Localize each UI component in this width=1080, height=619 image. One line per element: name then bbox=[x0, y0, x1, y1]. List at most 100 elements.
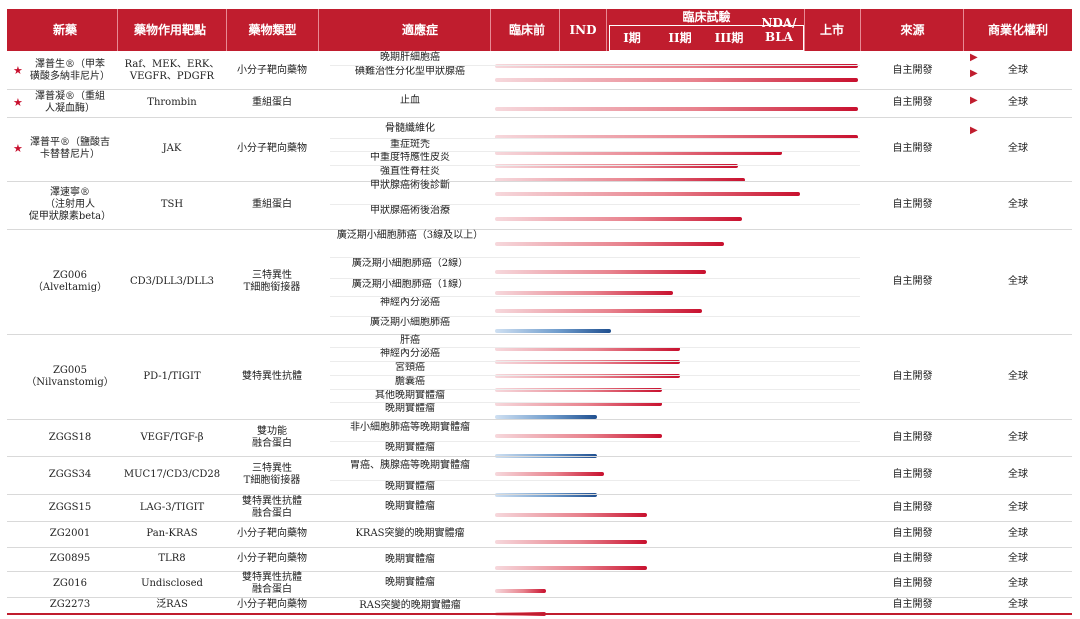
drug-target-line: PD-1/TIGIT bbox=[143, 370, 201, 382]
progress-bar bbox=[495, 242, 724, 246]
drug-type-line: 三特異性 bbox=[252, 463, 292, 474]
drug-name-line: ZG0895 bbox=[49, 553, 91, 564]
drug-target-line: VEGFR、PDGFR bbox=[129, 70, 215, 82]
col-phase2: II期 bbox=[668, 31, 692, 45]
progress-bar bbox=[495, 566, 647, 570]
drug-source: 自主開發 bbox=[892, 431, 933, 443]
drug-rights: 全球 bbox=[1008, 370, 1028, 382]
indication-label: 晚期實體瘤 bbox=[385, 403, 435, 414]
drug-rights: 全球 bbox=[1008, 431, 1028, 443]
drug-rights: 全球 bbox=[1008, 275, 1028, 287]
indication-label: 非小細胞肺癌等晚期實體瘤 bbox=[350, 422, 470, 433]
drug-name: ZG2001 bbox=[18, 528, 122, 540]
drug-rights: 全球 bbox=[1008, 469, 1028, 480]
drug-name: 澤普平®（鹽酸吉 卡替替尼片） bbox=[18, 137, 122, 161]
header-divider bbox=[804, 9, 805, 51]
drug-type-line: 融合蛋白 bbox=[252, 437, 292, 449]
drug-name: ZG0895 bbox=[18, 553, 122, 565]
indication-label: 晚期實體瘤 bbox=[385, 554, 435, 565]
drug-type: 三特異性 T細胞銜接器 bbox=[226, 463, 318, 487]
drug-target: PD-1/TIGIT bbox=[118, 371, 226, 383]
drug-target-line: VEGF/TGF-β bbox=[140, 431, 204, 443]
indication-separator bbox=[330, 316, 860, 317]
progress-bar bbox=[495, 64, 858, 68]
drug-target: Thrombin bbox=[118, 97, 226, 109]
drug-target: Raf、MEK、ERK、 VEGFR、PDGFR bbox=[118, 59, 226, 83]
row-separator bbox=[7, 597, 1072, 598]
progress-bar bbox=[495, 360, 680, 364]
drug-type-line: T細胞銜接器 bbox=[243, 281, 301, 293]
drug-type: 小分子靶向藥物 bbox=[226, 143, 318, 155]
row-separator bbox=[7, 494, 1072, 495]
indication-label: 廣泛期小細胞肺癌 bbox=[370, 317, 450, 328]
drug-type-line: 小分子靶向藥物 bbox=[237, 64, 307, 76]
drug-rights: 全球 bbox=[1008, 578, 1028, 589]
col-rights: 商業化權利 bbox=[987, 23, 1048, 37]
drug-target-line: 泛RAS bbox=[156, 599, 188, 610]
drug-target: JAK bbox=[118, 143, 226, 155]
progress-bar bbox=[495, 434, 662, 438]
col-market: 上市 bbox=[819, 23, 844, 37]
drug-rights: 全球 bbox=[1008, 199, 1028, 210]
header-divider bbox=[226, 9, 227, 51]
drug-name-line: ZG006 bbox=[52, 269, 88, 281]
drug-name: ZGGS15 bbox=[18, 502, 122, 514]
progress-bar bbox=[495, 107, 858, 111]
progress-bar bbox=[495, 329, 611, 333]
indication-label: 止血 bbox=[400, 95, 420, 106]
indication-label: RAS突變的晚期實體瘤 bbox=[359, 600, 461, 611]
row-separator bbox=[7, 229, 1072, 230]
drug-target: LAG-3/TIGIT bbox=[118, 502, 226, 514]
indication-separator bbox=[330, 151, 860, 152]
drug-target: MUC17/CD3/CD28 bbox=[118, 469, 226, 481]
drug-name: ZG006 （Alveltamig） bbox=[18, 270, 122, 294]
progress-bar bbox=[495, 164, 738, 168]
progress-bar bbox=[495, 415, 597, 419]
col-nda: NDA/ bbox=[761, 16, 797, 30]
drug-rights: 全球 bbox=[1008, 97, 1028, 108]
drug-target: Pan-KRAS bbox=[118, 528, 226, 540]
row-separator bbox=[7, 181, 1072, 182]
drug-name-line: ZGGS34 bbox=[48, 469, 92, 480]
header-divider bbox=[117, 9, 118, 51]
drug-type-line: 小分子靶向藥物 bbox=[237, 553, 307, 564]
progress-bar bbox=[495, 151, 782, 155]
progress-bar bbox=[495, 472, 604, 476]
progress-bar bbox=[495, 178, 745, 182]
drug-rights: 全球 bbox=[1008, 64, 1028, 76]
drug-target-line: Thrombin bbox=[147, 97, 197, 108]
drug-type-line: 三特異性 bbox=[252, 269, 292, 281]
progress-bar bbox=[495, 402, 662, 406]
header-divider bbox=[963, 9, 964, 51]
indication-separator bbox=[330, 375, 860, 376]
progress-bar bbox=[495, 135, 858, 139]
drug-target: VEGF/TGF-β bbox=[118, 432, 226, 444]
drug-type-line: 小分子靶向藥物 bbox=[237, 528, 307, 539]
drug-name-line: 澤速寧® bbox=[50, 187, 90, 198]
indication-label: 膽囊癌 bbox=[395, 376, 425, 387]
row-separator bbox=[7, 419, 1072, 420]
drug-type-line: 雙特異性抗體 bbox=[242, 572, 302, 583]
progress-bar bbox=[495, 78, 858, 82]
indication-separator bbox=[330, 257, 860, 258]
row-separator bbox=[7, 571, 1072, 572]
drug-type-line: 雙特異性抗體 bbox=[242, 495, 302, 507]
header-divider bbox=[606, 9, 607, 51]
indication-label: 肝癌 bbox=[400, 335, 420, 346]
star-icon: ★ bbox=[13, 96, 23, 109]
header-divider bbox=[490, 9, 491, 51]
bottom-rule bbox=[7, 613, 1072, 615]
drug-target-line: Undisclosed bbox=[141, 578, 203, 589]
indication-separator bbox=[330, 361, 860, 362]
progress-bar bbox=[495, 217, 742, 221]
indication-separator bbox=[330, 65, 860, 66]
drug-target: 泛RAS bbox=[118, 599, 226, 611]
row-separator bbox=[7, 89, 1072, 90]
progress-bar bbox=[495, 291, 673, 295]
indication-label: 強直性脊柱炎 bbox=[380, 166, 440, 177]
progress-bar bbox=[495, 192, 800, 196]
indication-label: 碘難治性分化型甲狀腺癌 bbox=[355, 66, 465, 77]
indication-label: 晚期實體瘤 bbox=[385, 442, 435, 453]
drug-target-line: CD3/DLL3/DLL3 bbox=[129, 275, 215, 287]
drug-type-line: 重組蛋白 bbox=[252, 97, 292, 108]
